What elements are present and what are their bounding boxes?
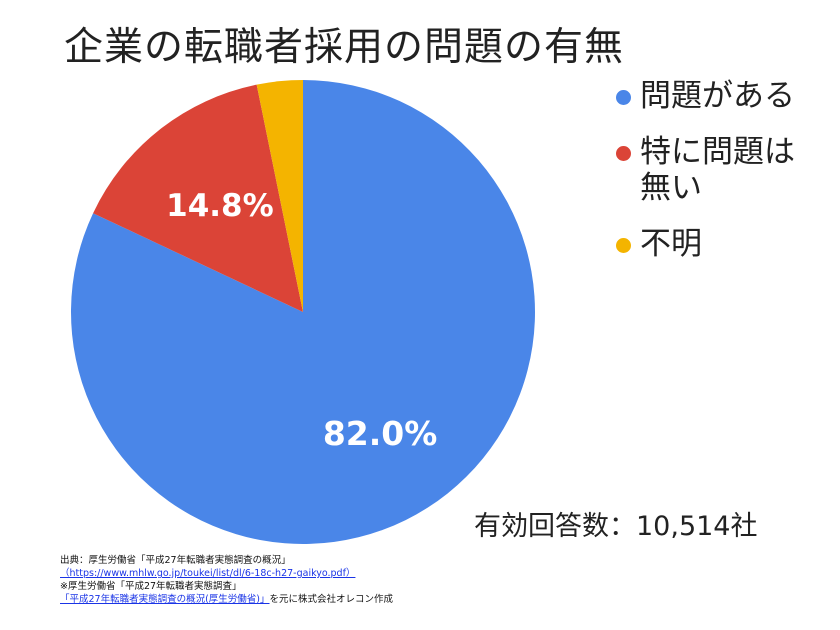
sample-size-note: 有効回答数：10,514社 [474,511,758,542]
pie-label-no-problem: 14.8% [166,188,274,224]
source-line-4: 「平成27年転職者実態調査の概況(厚生労働省)」を元に株式会社オレコン作成 [60,593,393,606]
legend-swatch-no-problem [616,146,631,161]
legend-swatch-unknown [616,238,631,253]
pie-data-labels: 82.0% 14.8% [166,188,437,453]
chart-legend: 問題がある 特に問題は無い 不明 [616,78,836,282]
source-line-1: 出典：厚生労働省「平成27年転職者実態調査の概況」 [60,555,291,566]
legend-label-problem: 問題がある [640,78,795,114]
pie-slice-unknown [256,80,303,312]
source-url-link[interactable]: （https://www.mhlw.go.jp/toukei/list/dl/6… [60,568,356,579]
source-report-link[interactable]: 「平成27年転職者実態調査の概況(厚生労働省)」 [60,594,270,605]
legend-label-unknown: 不明 [640,226,702,262]
legend-label-no-problem: 特に問題は無い [640,134,795,206]
pie-slice-no-problem [93,84,303,312]
pie-slices [71,79,536,544]
legend-item-no-problem: 特に問題は無い [616,134,836,206]
pie-slice-problem [71,79,536,544]
legend-swatch-problem [616,90,631,105]
pie-label-problem: 82.0% [323,414,438,453]
source-line-3: ※厚生労働省「平成27年転職者実態調査」 [60,581,242,592]
legend-item-problem: 問題がある [616,78,836,114]
chart-title: 企業の転職者採用の問題の有無 [64,25,625,70]
source-suffix: を元に株式会社オレコン作成 [269,594,394,605]
legend-item-unknown: 不明 [616,226,836,262]
source-credit: 出典：厚生労働省「平成27年転職者実態調査の概況」 （https://www.m… [60,554,393,606]
